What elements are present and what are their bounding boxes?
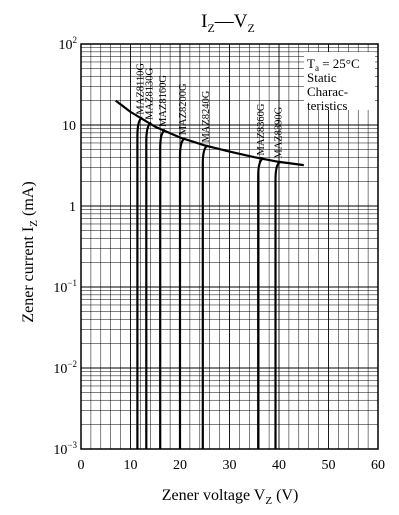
annotation-line-temperature: Ta = 25°C bbox=[307, 56, 360, 73]
power-limit-curve-group bbox=[115, 99, 304, 167]
conditions-annotation: Ta = 25°C Static Charac- teristics bbox=[304, 52, 375, 113]
series-label: MAZ8240G bbox=[201, 90, 212, 142]
zener-curve bbox=[274, 160, 282, 449]
series-label: MAZ8160G bbox=[158, 75, 169, 127]
series-label: MAZ8130G bbox=[144, 68, 155, 120]
x-tick-label: 50 bbox=[322, 458, 336, 473]
x-tick-label: 30 bbox=[223, 458, 237, 473]
x-tick-label: 10 bbox=[124, 458, 138, 473]
annotation-line-teristics: teristics bbox=[307, 98, 347, 113]
annotation-line-static: Static bbox=[307, 70, 337, 85]
y-tick-label: 1 bbox=[69, 200, 76, 215]
y-tick-labels: 102 10 1 10−1 10−2 10−3 bbox=[53, 35, 77, 458]
zener-curve bbox=[257, 157, 264, 449]
y-tick-label: 10 bbox=[62, 119, 76, 134]
series-label: MAZ8390G bbox=[274, 106, 285, 158]
x-tick-labels: 0 10 20 30 40 50 60 bbox=[78, 458, 386, 473]
plot-frame bbox=[80, 43, 379, 450]
power-limit-curve bbox=[115, 99, 304, 167]
y-axis-label: Zener current IZ (mA) bbox=[20, 181, 40, 322]
series-label: MAZ8360G bbox=[256, 103, 267, 155]
y-tick-label: 102 bbox=[59, 35, 78, 53]
annotation-background bbox=[304, 52, 375, 110]
series-label: MAZ8110G bbox=[135, 63, 146, 115]
x-tick-label: 20 bbox=[173, 458, 187, 473]
zener-curve bbox=[159, 128, 166, 449]
y-tick-label: 10−2 bbox=[53, 359, 77, 377]
annotation-line-charac: Charac- bbox=[307, 84, 348, 99]
chart-title: IZ—VZ bbox=[201, 11, 255, 35]
x-tick-label: 0 bbox=[78, 458, 85, 473]
x-tick-label: 40 bbox=[272, 458, 286, 473]
zener-curve bbox=[201, 144, 209, 449]
series-label: MAZ8200G bbox=[178, 83, 189, 135]
y-tick-label: 10−1 bbox=[53, 278, 77, 296]
zener-curve bbox=[178, 137, 186, 449]
x-tick-label: 60 bbox=[371, 458, 385, 473]
x-axis-label: Zener voltage VZ (V) bbox=[162, 487, 299, 507]
grid bbox=[81, 44, 378, 449]
y-tick-label: 10−3 bbox=[53, 440, 77, 458]
